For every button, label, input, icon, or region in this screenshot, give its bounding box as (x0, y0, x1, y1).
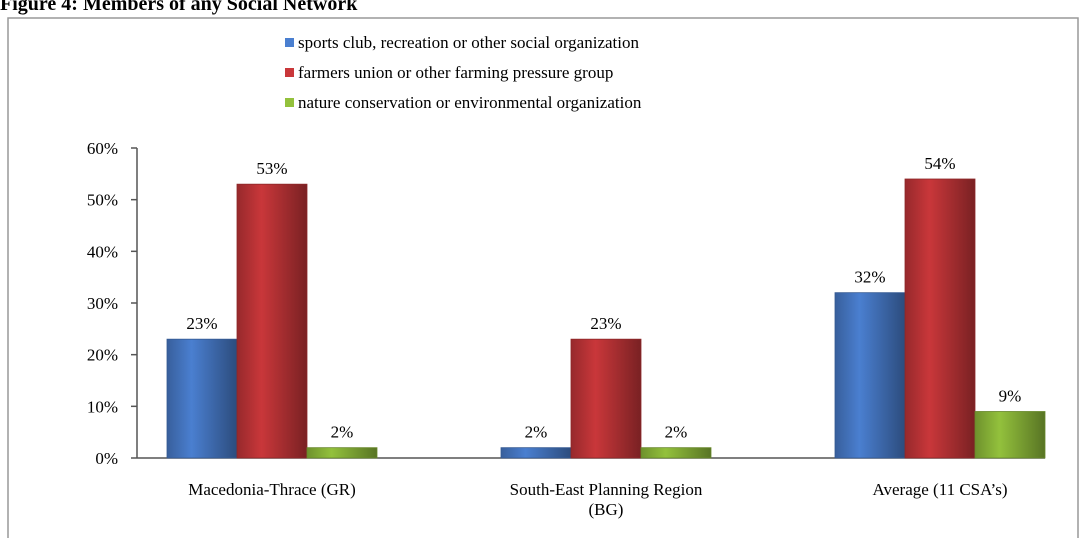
legend-swatch (285, 38, 294, 47)
legend-label: sports club, recreation or other social … (298, 33, 639, 52)
bar (236, 183, 308, 459)
y-tick-label: 0% (95, 449, 118, 468)
bar (166, 338, 238, 459)
value-label: 2% (331, 423, 354, 442)
y-tick-label: 50% (87, 191, 118, 210)
y-tick-label: 20% (87, 346, 118, 365)
bar (834, 292, 906, 459)
value-label: 23% (186, 314, 217, 333)
legend-swatch (285, 98, 294, 107)
bar (500, 447, 572, 459)
chart-title: Figure 4: Members of any Social Network (0, 0, 358, 15)
value-label: 53% (256, 159, 287, 178)
bar (974, 411, 1046, 459)
value-label: 2% (525, 423, 548, 442)
y-tick-label: 30% (87, 294, 118, 313)
value-label: 54% (924, 154, 955, 173)
value-label: 2% (665, 423, 688, 442)
x-tick-label: Macedonia-Thrace (GR) (188, 480, 356, 499)
chart-frame (7, 17, 1079, 538)
x-tick-label: Average (11 CSA’s) (872, 480, 1008, 499)
legend-label: farmers union or other farming pressure … (298, 63, 613, 82)
bar (904, 178, 976, 459)
x-tick-label: South-East Planning Region (BG) (509, 480, 703, 519)
legend-swatch (285, 68, 294, 77)
y-tick-label: 60% (87, 139, 118, 158)
y-tick-label: 40% (87, 242, 118, 261)
value-label: 32% (854, 268, 885, 287)
value-label: 9% (999, 387, 1022, 406)
legend-label: nature conservation or environmental org… (298, 93, 642, 112)
bar (640, 447, 712, 459)
bar (306, 447, 378, 459)
y-tick-label: 10% (87, 397, 118, 416)
value-label: 23% (590, 314, 621, 333)
bar (570, 338, 642, 459)
